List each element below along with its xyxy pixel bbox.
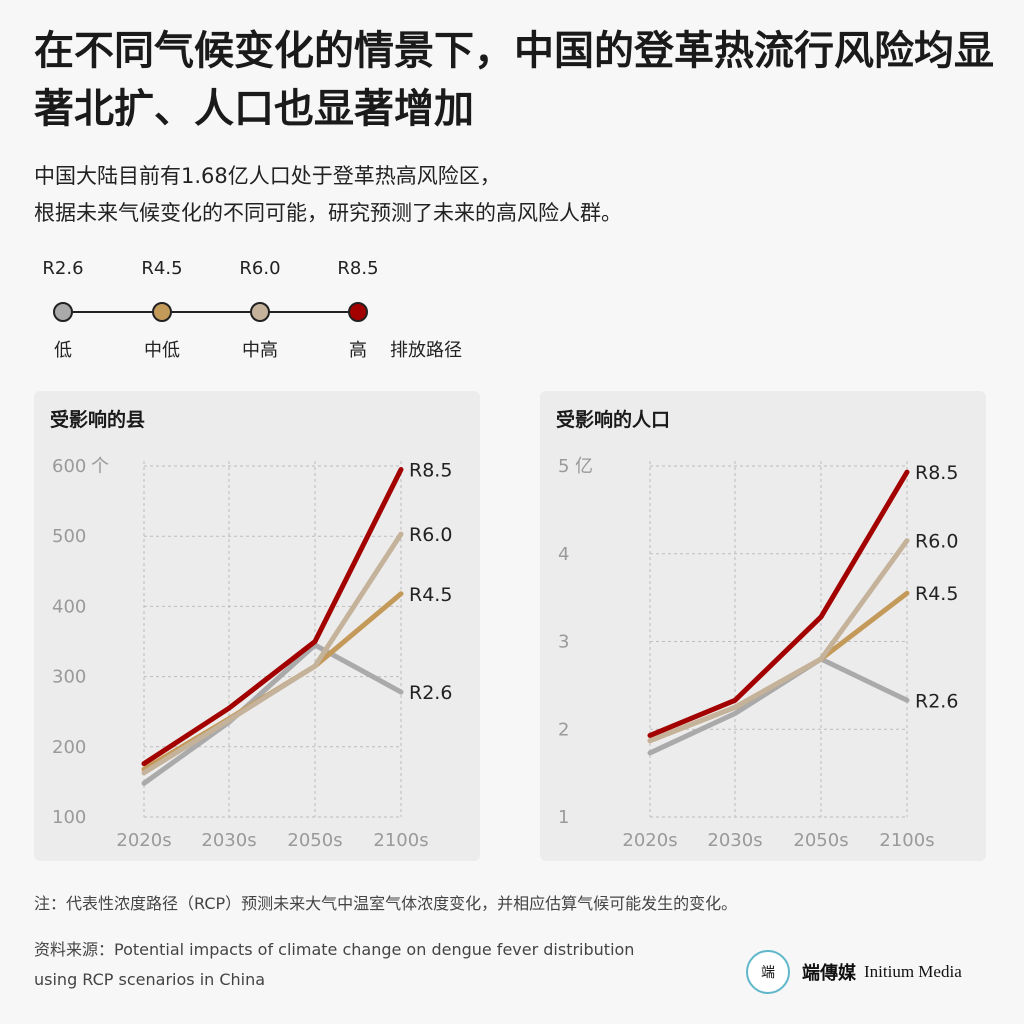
initium-logo-icon: 端 (746, 950, 790, 994)
legend-code-2: R6.0 (239, 258, 281, 279)
subtitle-line-1: 中国大陆目前有1.68亿人口处于登革热高风险区， (34, 164, 501, 188)
population-chart-title: 受影响的人口 (556, 409, 671, 431)
legend-dot-2 (250, 302, 270, 322)
legend-level-1: 中低 (144, 340, 180, 361)
series-line-R2.6 (141, 642, 404, 786)
legend-code-1: R4.5 (141, 258, 183, 279)
footnote: 注：代表性浓度路径（RCP）预测未来大气中温室气体浓度变化，并相应估算气候可能发… (34, 894, 738, 913)
series-end-label: R4.5 (915, 583, 958, 605)
x-tick-label: 2030s (201, 830, 256, 851)
y-tick-label: 3 (558, 632, 569, 653)
series-line-R2.6 (647, 656, 910, 756)
series-end-label: R6.0 (915, 531, 958, 553)
series-end-label: R8.5 (409, 460, 452, 482)
counties-chart-panel: 受影响的县 100 200 300 400 500 600 个 2020s 2030s 2050s… (34, 391, 480, 861)
y-tick-label: 500 (52, 526, 86, 547)
x-tick-label: 2100s (373, 830, 428, 851)
y-tick-label: 1 (558, 807, 569, 828)
legend-code-3: R8.5 (337, 258, 379, 279)
counties-line-chart: 100 200 300 400 500 600 个 2020s 2030s 2050s 2100s R… (52, 456, 452, 851)
y-unit-label: 亿 (575, 456, 593, 477)
y-tick-label: 200 (52, 737, 86, 758)
legend-dot-3 (348, 302, 368, 322)
counties-chart-title: 受影响的县 (50, 409, 146, 431)
source-line-1: 资料来源：Potential impacts of climate change… (34, 940, 635, 959)
page-title: 在不同气候变化的情景下，中国的登革热流行风险均显著北扩、人口也显著增加 (34, 28, 994, 132)
legend-dot-0 (53, 302, 73, 322)
source-citation: 资料来源：Potential impacts of climate change… (34, 935, 734, 995)
series-end-label: R2.6 (915, 690, 958, 712)
legend-dot-1 (152, 302, 172, 322)
series-end-label: R2.6 (409, 682, 452, 704)
x-tick-label: 2020s (622, 830, 677, 851)
legend-connector-line (63, 311, 358, 313)
y-tick-label: 300 (52, 667, 86, 688)
series-line-R8.5 (141, 467, 404, 767)
series-line-R6.0 (141, 531, 404, 776)
page-subtitle: 中国大陆目前有1.68亿人口处于登革热高风险区， 根据未来气候变化的不同可能，研… (34, 158, 994, 232)
x-tick-label: 2050s (287, 830, 342, 851)
x-tick-label: 2050s (793, 830, 848, 851)
subtitle-line-2: 根据未来气候变化的不同可能，研究预测了未来的高风险人群。 (34, 201, 622, 225)
x-tick-label: 2020s (116, 830, 171, 851)
y-tick-label: 600 (52, 456, 86, 477)
y-tick-label: 4 (558, 544, 569, 565)
y-tick-label: 100 (52, 807, 86, 828)
legend-level-3: 高 (349, 340, 367, 361)
y-tick-label: 2 (558, 719, 569, 740)
series-end-label: R4.5 (409, 584, 452, 606)
legend-level-0: 低 (54, 340, 72, 361)
population-chart-panel: 受影响的人口 1 2 3 4 5 亿 2020s 2030s 2050s 2100s R2.6 R4.… (540, 391, 986, 861)
y-tick-label: 5 (558, 456, 569, 477)
brand-logo: 端 端傳媒 Initium Media (746, 948, 962, 996)
legend-code-0: R2.6 (42, 258, 84, 279)
series-line-R6.0 (647, 538, 910, 744)
legend-level-2: 中高 (242, 340, 278, 361)
brand-name-en: Initium Media (864, 962, 962, 981)
x-tick-label: 2030s (707, 830, 762, 851)
x-tick-label: 2100s (879, 830, 934, 851)
y-tick-label: 400 (52, 596, 86, 617)
brand-name-cn: 端傳媒 (802, 963, 856, 984)
y-unit-label: 个 (91, 456, 109, 477)
series-line-R8.5 (647, 469, 910, 738)
population-line-chart: 1 2 3 4 5 亿 2020s 2030s 2050s 2100s R2.6 R4.5 R6.0 R8… (558, 456, 958, 851)
source-line-2: using RCP scenarios in China (34, 970, 266, 989)
legend-path-label: 排放路径 (390, 340, 462, 361)
series-end-label: R6.0 (409, 524, 452, 546)
series-end-label: R8.5 (915, 462, 958, 484)
